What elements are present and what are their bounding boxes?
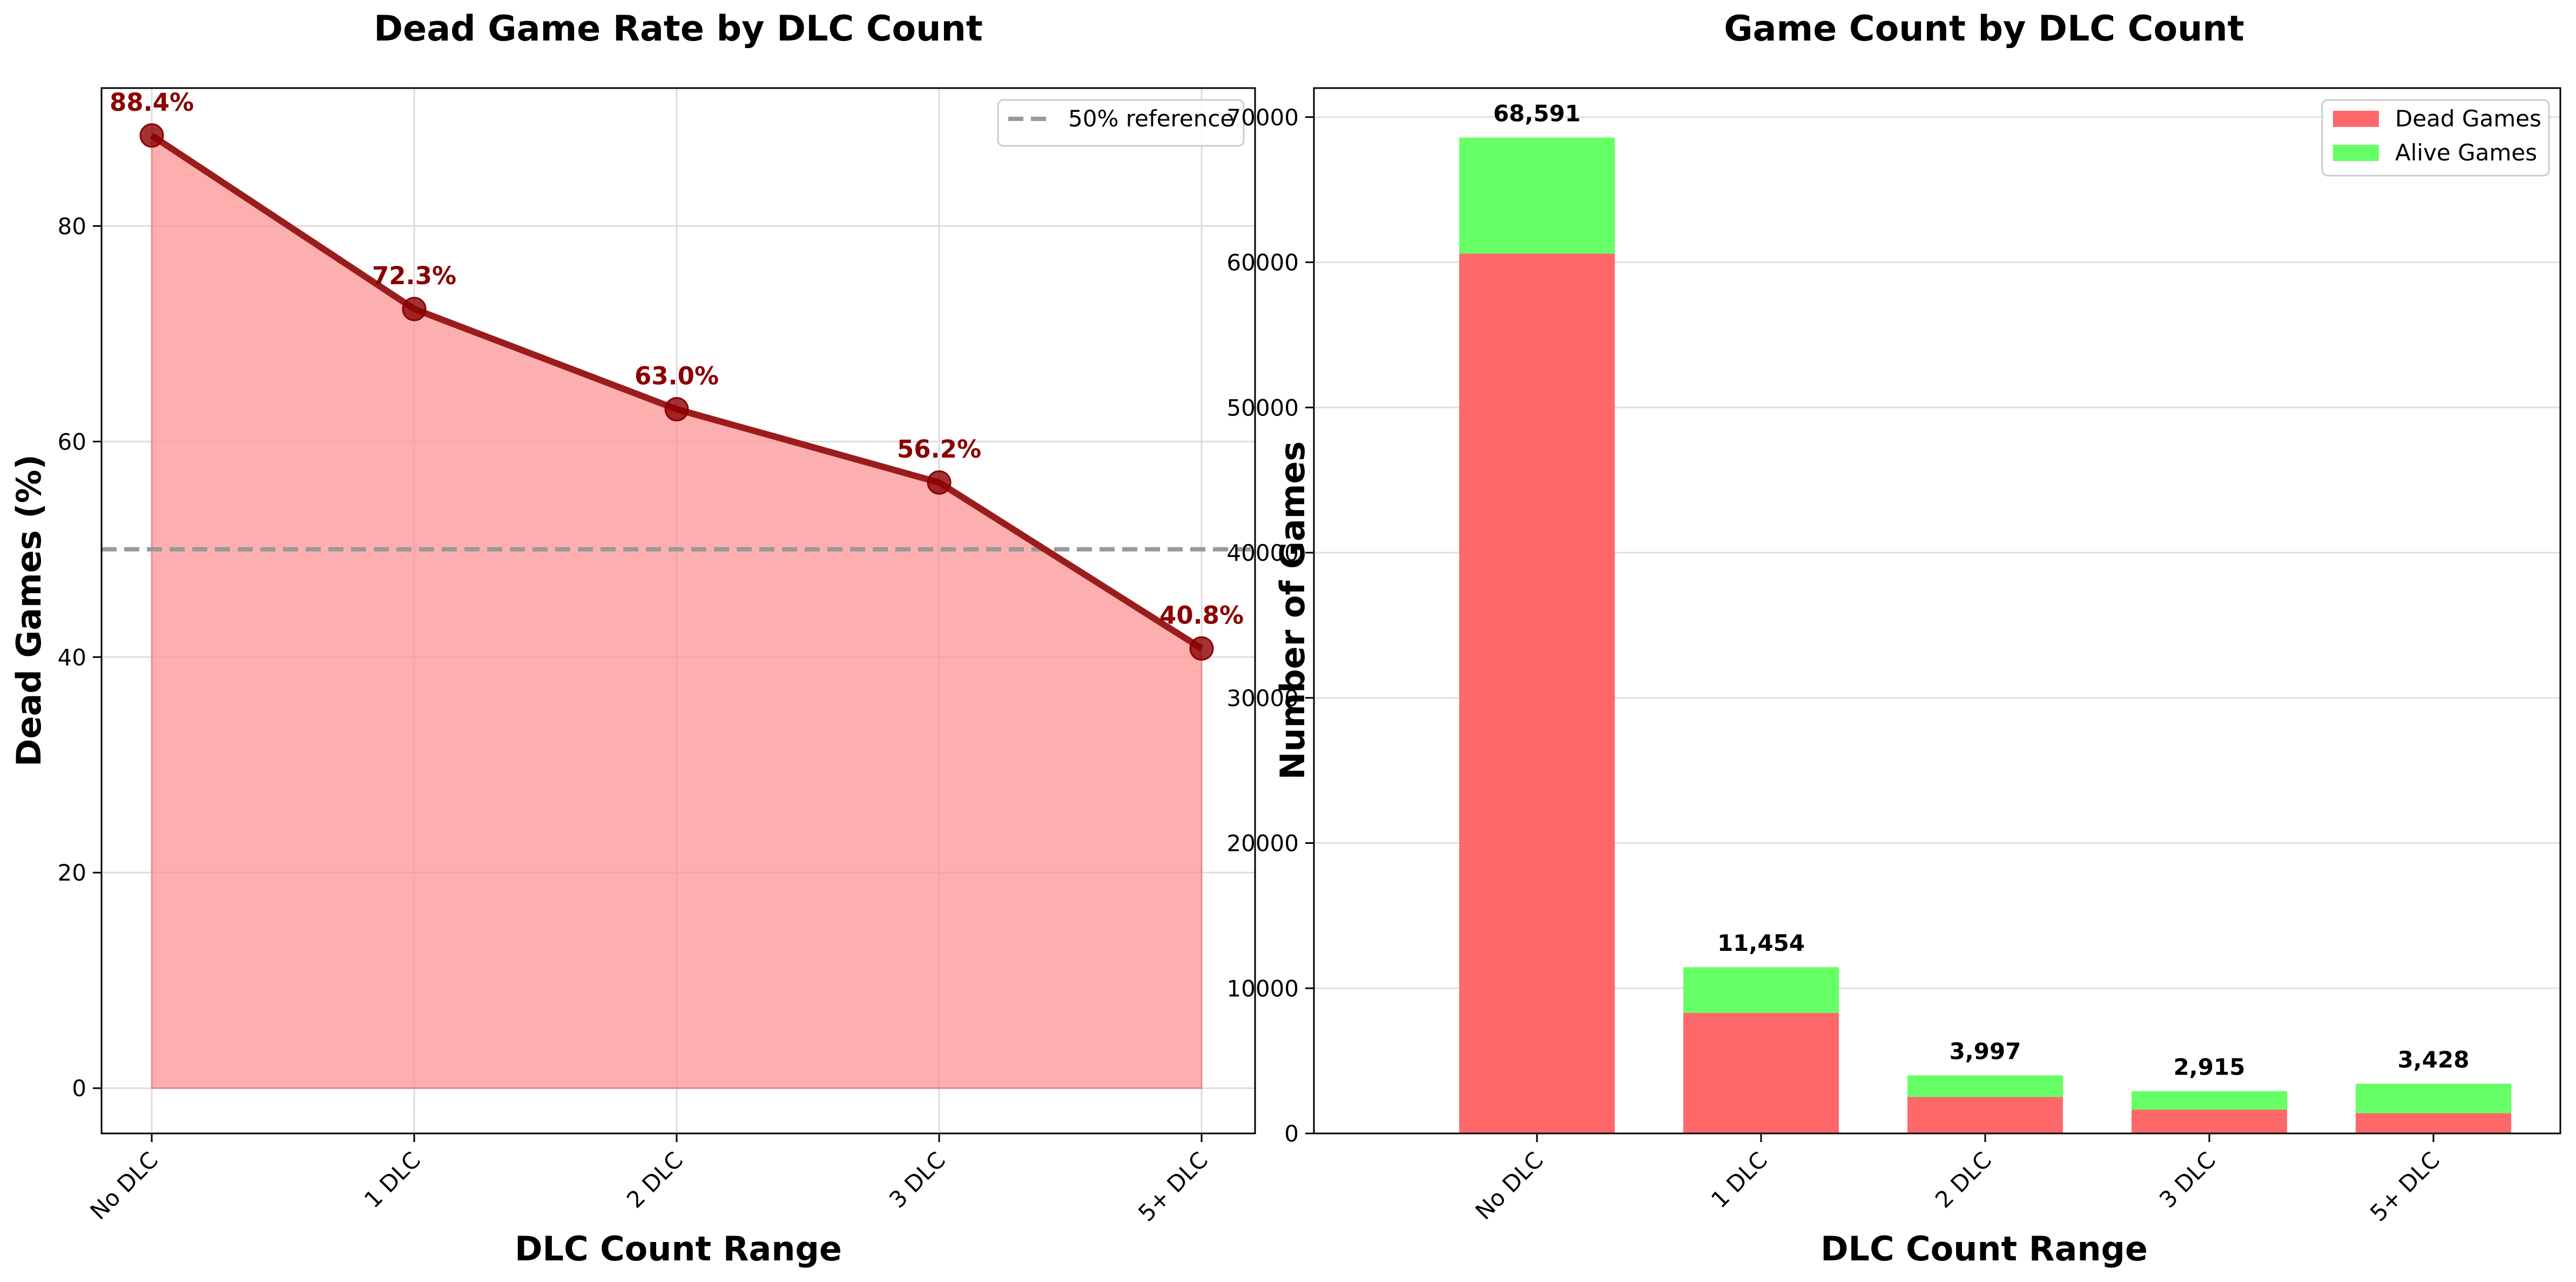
left-legend: 50% reference (997, 99, 1245, 147)
right-y-tick-label: 40000 (1226, 540, 1299, 566)
bar-alive-games (1683, 967, 1839, 1013)
bar-dead-games (2132, 1109, 2287, 1133)
dead-rate-data-label: 56.2% (897, 435, 981, 464)
bar-dead-games (2356, 1113, 2511, 1133)
right-x-axis-label: DLC Count Range (1820, 1229, 2148, 1268)
dead-rate-data-label: 88.4% (110, 88, 194, 117)
left-x-ticks: No DLC 1 DLC 2 DLC 3 DLC 5+ DLC (85, 1133, 1213, 1226)
dead-rate-data-label: 63.0% (635, 361, 719, 390)
dead-rate-labels: 88.4% 72.3% 63.0% 56.2% 40.8% (110, 88, 1244, 630)
left-x-axis-label: DLC Count Range (515, 1229, 842, 1268)
left-y-tick-label: 0 (72, 1075, 86, 1102)
dead-rate-data-label: 72.3% (372, 261, 456, 290)
left-x-tick-label: 2 DLC (622, 1146, 688, 1213)
right-total-labels: 68,591 11,454 3,997 2,915 3,428 (1493, 100, 2469, 1080)
right-plot-frame (1313, 87, 2561, 1135)
left-x-tick-label: No DLC (85, 1146, 163, 1225)
left-y-axis-label: Dead Games (%) (9, 454, 49, 767)
right-y-ticks: 0 10000 20000 30000 40000 50000 60000 70000 (1226, 104, 1314, 1147)
bar-dead-games (1907, 1097, 2063, 1133)
left-x-tick-label: 3 DLC (884, 1146, 950, 1213)
legend-swatch-dead (2333, 111, 2379, 127)
right-y-tick-label: 70000 (1226, 104, 1299, 131)
right-chart-title: Game Count by DLC Count (1724, 9, 2244, 49)
right-legend: Dead Games Alive Games (2321, 99, 2550, 177)
left-y-tick-label: 40 (58, 644, 86, 670)
left-x-tick-label: 1 DLC (359, 1146, 426, 1213)
right-y-tick-label: 10000 (1226, 975, 1299, 1002)
right-y-axis-label: Number of Games (1273, 441, 1312, 780)
right-bars (1459, 137, 2511, 1133)
bar-dead-games (1459, 253, 1615, 1133)
right-y-tick-label: 60000 (1226, 250, 1299, 276)
dead-rate-point (927, 470, 952, 495)
bar-alive-games (1907, 1075, 2063, 1097)
right-chart: Game Count by DLC Count 68,591 11,454 3,99… (1226, 9, 2561, 1268)
right-x-tick-label: 1 DLC (1706, 1146, 1772, 1213)
legend-label-alive: Alive Games (2395, 139, 2537, 166)
left-y-tick-label: 60 (58, 428, 86, 455)
right-y-tick-label: 30000 (1226, 685, 1299, 712)
dead-rate-point (664, 397, 689, 421)
left-y-ticks: 0 20 40 60 80 (58, 213, 102, 1102)
right-x-tick-label: 5+ DLC (2365, 1146, 2445, 1226)
left-y-tick-label: 20 (58, 860, 86, 886)
left-y-tick-label: 80 (58, 213, 86, 239)
bar-total-label: 3,428 (2398, 1046, 2470, 1073)
dead-rate-point (402, 297, 427, 321)
dead-rate-data-label: 40.8% (1159, 601, 1244, 629)
bar-alive-games (2132, 1091, 2287, 1110)
legend-label-dead: Dead Games (2395, 105, 2541, 132)
bar-total-label: 11,454 (1717, 930, 1805, 956)
left-chart-title: Dead Game Rate by DLC Count (374, 9, 983, 49)
right-x-tick-label: No DLC (1470, 1146, 1548, 1225)
left-legend-label: 50% reference (1068, 105, 1234, 132)
right-y-tick-label: 20000 (1226, 830, 1299, 857)
bar-total-label: 2,915 (2174, 1054, 2245, 1080)
left-plot-frame (100, 87, 1256, 1135)
left-x-tick-label: 5+ DLC (1133, 1146, 1213, 1226)
bar-alive-games (1459, 137, 1615, 254)
dead-rate-point (139, 123, 164, 148)
bar-total-label: 3,997 (1950, 1038, 2021, 1065)
legend-swatch-alive (2333, 145, 2379, 161)
bar-dead-games (1683, 1012, 1839, 1133)
right-y-tick-label: 0 (1284, 1120, 1299, 1147)
left-legend-box (997, 99, 1245, 147)
right-x-tick-label: 3 DLC (2154, 1146, 2221, 1213)
left-chart: Dead Game Rate by DLC Count 88.4% 72.3% 63… (9, 9, 1256, 1268)
right-x-tick-label: 2 DLC (1930, 1146, 1997, 1213)
right-y-tick-label: 50000 (1226, 394, 1299, 421)
bar-alive-games (2356, 1083, 2511, 1113)
right-x-ticks: No DLC 1 DLC 2 DLC 3 DLC 5+ DLC (1470, 1133, 2445, 1226)
dead-rate-points (139, 123, 1214, 661)
dead-rate-point (1189, 636, 1214, 661)
bar-total-label: 68,591 (1493, 100, 1581, 127)
